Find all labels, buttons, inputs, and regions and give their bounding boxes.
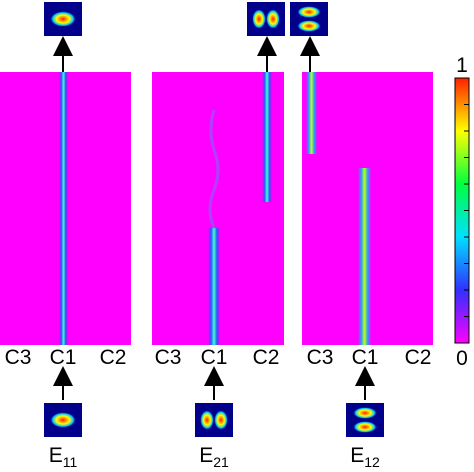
beam-faint — [208, 109, 220, 229]
colorbar-label: 1 — [456, 54, 468, 77]
mode-base: E — [350, 444, 364, 467]
x-label: C2 — [405, 346, 432, 369]
beam — [358, 168, 371, 345]
x-label: C3 — [5, 346, 32, 369]
x-label: C1 — [352, 346, 379, 369]
mode-sub: 11 — [63, 454, 78, 467]
x-label: C3 — [155, 346, 182, 369]
x-label: C2 — [100, 346, 127, 369]
mode-sub: 12 — [364, 454, 380, 467]
beam — [59, 72, 68, 345]
x-label: C1 — [201, 346, 228, 369]
x-label: C2 — [253, 346, 280, 369]
arrows — [53, 36, 375, 400]
mode-label: E12 — [350, 444, 380, 467]
beam — [262, 72, 272, 202]
mode-base: E — [49, 444, 63, 467]
beam — [208, 228, 220, 345]
mode-label: E11 — [49, 444, 78, 467]
colorbar-ticks — [463, 77, 469, 344]
thumbnails — [44, 2, 384, 437]
colorbar-label: 0 — [456, 347, 468, 370]
mode-label: E21 — [199, 444, 229, 467]
mode-sub: 21 — [213, 454, 229, 467]
x-label: C1 — [50, 346, 77, 369]
x-label: C3 — [307, 346, 334, 369]
mode-base: E — [199, 444, 213, 467]
beam — [306, 72, 317, 154]
